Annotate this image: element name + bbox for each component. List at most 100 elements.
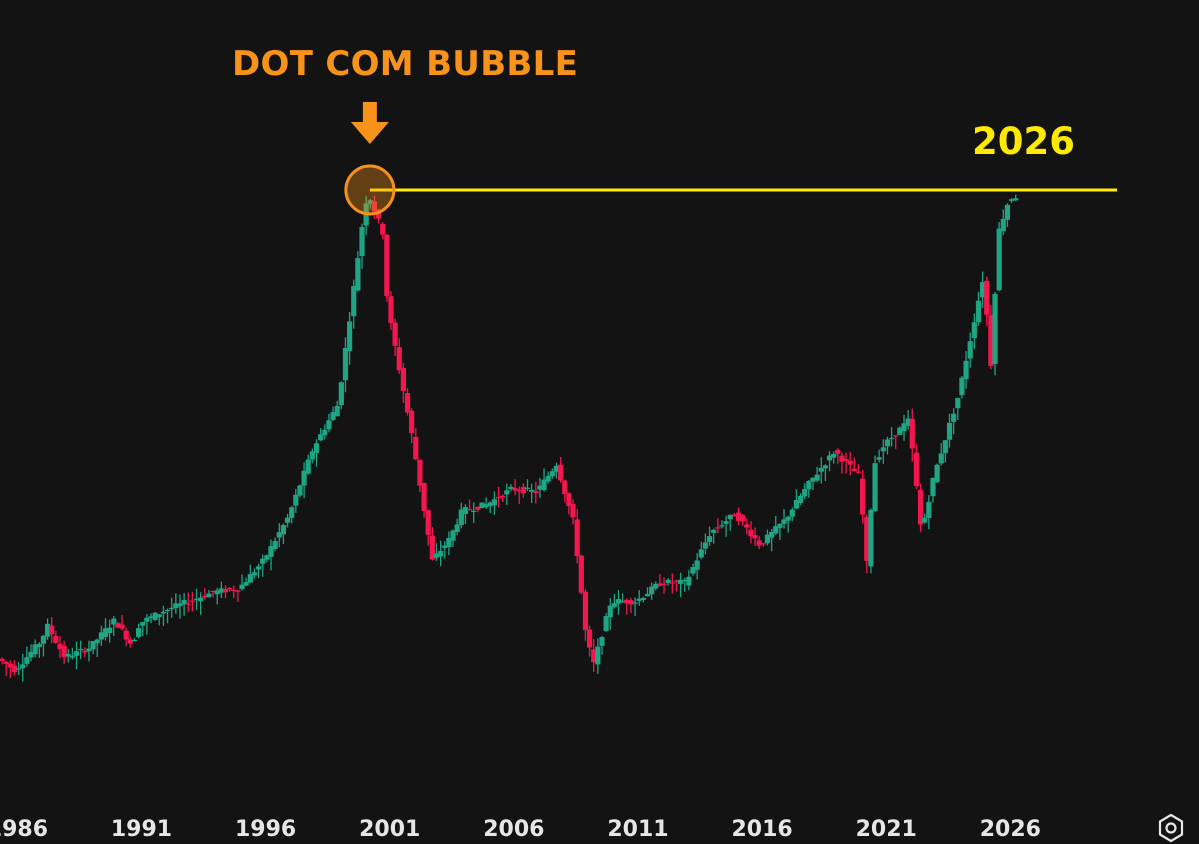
candle-body [61, 645, 67, 658]
candle-body [744, 524, 750, 528]
candle-body [773, 526, 779, 534]
candle-body [144, 617, 150, 622]
candle-body [897, 427, 903, 435]
candle-body [20, 664, 26, 669]
candle-body [127, 639, 133, 644]
candle-body [748, 529, 754, 537]
candle-body [36, 643, 42, 648]
candle-body [123, 630, 129, 640]
candle-body [330, 412, 336, 420]
candle-body [611, 603, 617, 607]
candle-body [73, 651, 80, 656]
candle-body [893, 435, 899, 437]
bubble-marker-group [344, 102, 396, 216]
candle-body [24, 657, 30, 664]
candle-body [388, 296, 394, 324]
candle-body [541, 479, 547, 491]
candle-body [185, 603, 191, 605]
candle-body [996, 228, 1002, 291]
candle-body [206, 593, 212, 598]
candle-body [65, 654, 71, 657]
candle-body [425, 510, 431, 535]
candle-body [806, 481, 812, 490]
candle-body [227, 587, 233, 590]
candle-body [653, 583, 659, 589]
candle-body [905, 418, 911, 426]
candle-body [495, 496, 502, 499]
candle-body [980, 282, 986, 298]
candle-body [173, 603, 179, 609]
candle-body [884, 439, 891, 447]
candle-body [984, 280, 990, 315]
candle-body [615, 599, 622, 604]
candle-body [57, 643, 63, 650]
candle-body [359, 226, 365, 257]
candle-body [433, 553, 440, 558]
candle-body [533, 490, 539, 494]
candle-body [40, 635, 47, 644]
candle-body [599, 637, 605, 646]
candle-body [322, 429, 328, 436]
candle-body [487, 502, 493, 507]
candle-body [11, 665, 18, 673]
candle-body [94, 639, 100, 644]
candle-body [553, 465, 560, 472]
candle-body [855, 471, 862, 473]
candle-body [198, 597, 204, 602]
candle-body [491, 499, 498, 506]
arrow-down-icon [350, 102, 389, 144]
candle-body [777, 523, 783, 528]
candle-body [665, 579, 671, 583]
candle-body [164, 609, 171, 612]
x-tick-label: 2011 [607, 817, 668, 842]
candle-body [562, 480, 568, 495]
candle-body [231, 589, 237, 592]
candle-body [847, 460, 853, 465]
candle-body [102, 628, 109, 638]
candle-body [524, 487, 531, 489]
candle-body [475, 506, 481, 510]
candle-body [992, 293, 998, 364]
candle-body [82, 650, 88, 653]
candle-body [851, 468, 857, 472]
candle-body [222, 588, 229, 593]
candle-body [264, 555, 270, 560]
candle-body [537, 485, 543, 490]
candle-body [53, 635, 59, 643]
candle-body [781, 519, 787, 524]
candle-body [529, 489, 535, 492]
candle-body [338, 382, 344, 406]
candle-body [214, 590, 220, 595]
candle-body [181, 600, 187, 605]
candle-body [1000, 218, 1006, 232]
candle-body [235, 590, 241, 592]
candle-body [326, 420, 332, 430]
candle-body [872, 463, 878, 512]
candle-body [202, 595, 208, 598]
candle-body [260, 558, 266, 564]
candle-body [301, 470, 307, 486]
candle-body [293, 494, 299, 506]
candle-body [450, 530, 456, 541]
candle-body [334, 405, 340, 417]
settings-hexagon-icon[interactable] [1155, 812, 1187, 844]
candle-body [963, 360, 969, 380]
candle-body [545, 475, 551, 482]
candle-body [582, 591, 589, 631]
candle-body [698, 549, 704, 558]
candle-body [98, 632, 104, 640]
candle-body [160, 611, 167, 614]
candle-body [90, 640, 96, 650]
level-label: 2026 [972, 120, 1075, 163]
candle-body [706, 536, 713, 543]
candle-body [16, 668, 22, 670]
x-tick-label: 2021 [856, 817, 917, 842]
candle-body [690, 567, 696, 574]
candle-body [421, 483, 427, 511]
candle-body [1013, 198, 1019, 201]
candle-body [793, 499, 800, 509]
x-tick-label: 2006 [483, 817, 544, 842]
candle-body [508, 486, 514, 489]
candle-body [446, 537, 452, 548]
